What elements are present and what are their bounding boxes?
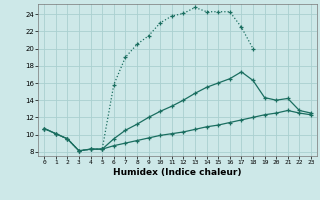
- X-axis label: Humidex (Indice chaleur): Humidex (Indice chaleur): [113, 168, 242, 177]
